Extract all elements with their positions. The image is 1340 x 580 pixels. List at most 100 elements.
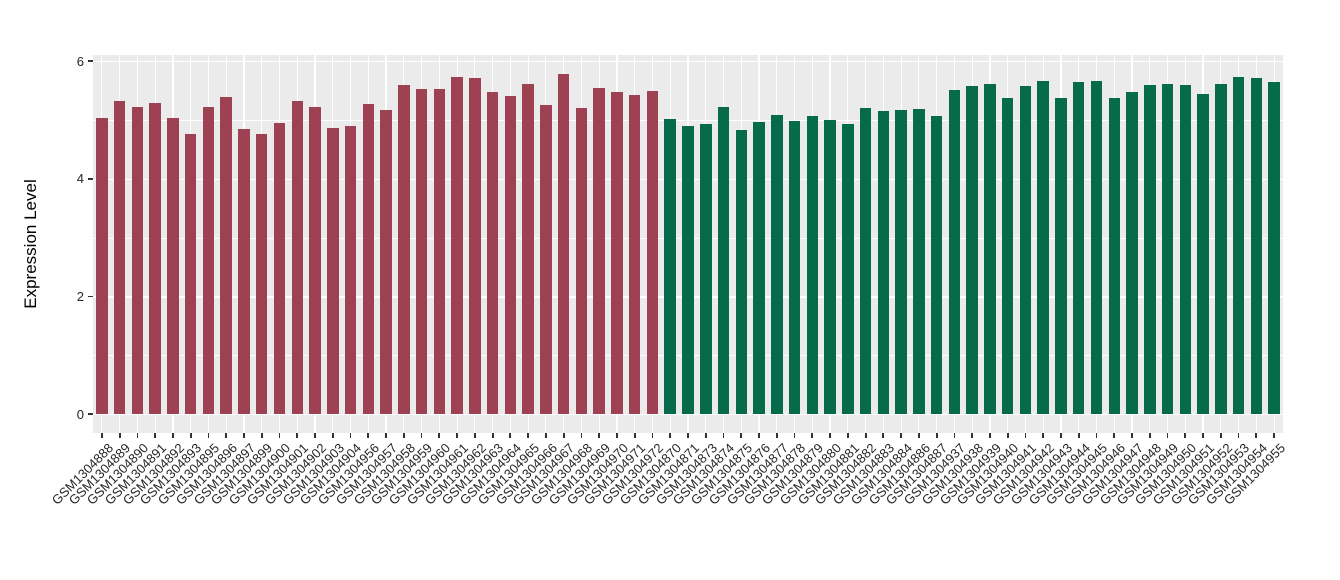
bar xyxy=(255,133,268,414)
x-tick-mark xyxy=(1006,433,1009,438)
x-tick-mark xyxy=(1148,433,1151,438)
x-tick-mark xyxy=(935,433,938,438)
bar xyxy=(966,86,978,414)
x-tick-mark xyxy=(989,433,991,438)
y-tick-label: 2 xyxy=(76,288,84,304)
x-tick-mark xyxy=(633,433,636,438)
plot-panel xyxy=(93,55,1283,433)
x-tick-mark xyxy=(243,433,245,438)
y-axis-title: Expression Level xyxy=(21,179,40,309)
x-tick-mark xyxy=(527,433,530,438)
x-tick-mark xyxy=(1042,433,1045,438)
x-tick-mark xyxy=(669,433,672,438)
x-tick-mark xyxy=(953,433,956,438)
bar xyxy=(1108,98,1121,414)
bar xyxy=(1037,80,1049,414)
bar xyxy=(149,102,161,414)
bar xyxy=(362,104,375,414)
bar xyxy=(344,125,357,414)
bar xyxy=(1144,85,1156,414)
bar xyxy=(202,107,215,414)
x-tick-mark xyxy=(900,433,903,438)
x-tick-mark xyxy=(278,433,281,438)
x-tick-mark xyxy=(722,433,725,438)
bar xyxy=(327,128,339,414)
x-tick-mark xyxy=(864,433,867,438)
bar xyxy=(167,117,179,414)
x-tick-mark xyxy=(1077,433,1080,438)
bar xyxy=(1250,77,1263,414)
bar xyxy=(504,96,517,414)
x-tick-mark xyxy=(1131,433,1133,438)
x-tick-mark xyxy=(758,433,760,438)
x-tick-mark xyxy=(846,433,849,438)
x-tick-mark xyxy=(598,433,601,438)
x-tick-mark xyxy=(420,433,423,438)
bar xyxy=(1072,82,1085,414)
x-tick-mark xyxy=(545,433,547,438)
x-tick-mark xyxy=(1202,433,1204,438)
x-tick-mark xyxy=(651,433,654,438)
bar xyxy=(291,101,303,414)
x-tick-mark xyxy=(367,433,370,438)
bar xyxy=(1179,85,1192,414)
bar xyxy=(557,73,570,414)
bar xyxy=(1232,77,1245,414)
x-tick-mark xyxy=(704,433,707,438)
bar xyxy=(220,97,232,414)
x-tick-mark xyxy=(473,433,476,438)
x-tick-mark xyxy=(971,433,974,438)
bar xyxy=(824,120,836,414)
bar xyxy=(522,84,534,414)
y-tick-label: 6 xyxy=(76,53,84,69)
bar xyxy=(451,77,463,414)
bar xyxy=(771,115,783,414)
x-tick-mark xyxy=(260,433,263,438)
bar xyxy=(113,101,126,414)
x-tick-mark xyxy=(740,433,743,438)
x-tick-mark xyxy=(154,433,157,438)
x-tick-mark xyxy=(811,433,814,438)
bar xyxy=(735,130,748,414)
x-tick-mark xyxy=(402,433,405,438)
bar xyxy=(806,115,819,414)
x-tick-mark xyxy=(189,433,192,438)
x-tick-mark xyxy=(100,433,103,438)
bar xyxy=(1001,98,1014,414)
bar xyxy=(948,90,961,414)
x-tick-mark xyxy=(829,433,831,438)
bar xyxy=(1268,81,1280,414)
x-tick-mark xyxy=(385,433,387,438)
x-tick-mark xyxy=(1095,433,1098,438)
x-tick-mark xyxy=(207,433,210,438)
bar xyxy=(1055,98,1067,414)
bar xyxy=(1215,83,1227,414)
x-tick-mark xyxy=(616,433,618,438)
bar xyxy=(309,107,321,414)
bar xyxy=(895,110,907,414)
bar xyxy=(575,108,588,414)
bar xyxy=(1197,93,1209,414)
x-tick-mark xyxy=(118,433,121,438)
y-tick-label: 0 xyxy=(76,406,84,422)
bar xyxy=(930,116,943,414)
bar xyxy=(1126,92,1138,414)
bar xyxy=(1161,84,1174,414)
bar xyxy=(380,110,392,414)
bar xyxy=(859,108,872,414)
y-tick-mark xyxy=(88,295,93,298)
x-tick-mark xyxy=(562,433,565,438)
bar xyxy=(415,89,428,414)
bar xyxy=(646,90,659,414)
bar xyxy=(611,91,623,414)
bar xyxy=(628,94,641,414)
x-tick-mark xyxy=(438,433,441,438)
x-tick-mark xyxy=(687,433,689,438)
bar xyxy=(540,104,552,414)
bar xyxy=(593,87,605,414)
major-gridline xyxy=(93,413,1283,416)
x-tick-mark xyxy=(491,433,494,438)
y-tick-label: 4 xyxy=(76,171,84,187)
bar xyxy=(664,119,676,414)
x-tick-mark xyxy=(331,433,334,438)
